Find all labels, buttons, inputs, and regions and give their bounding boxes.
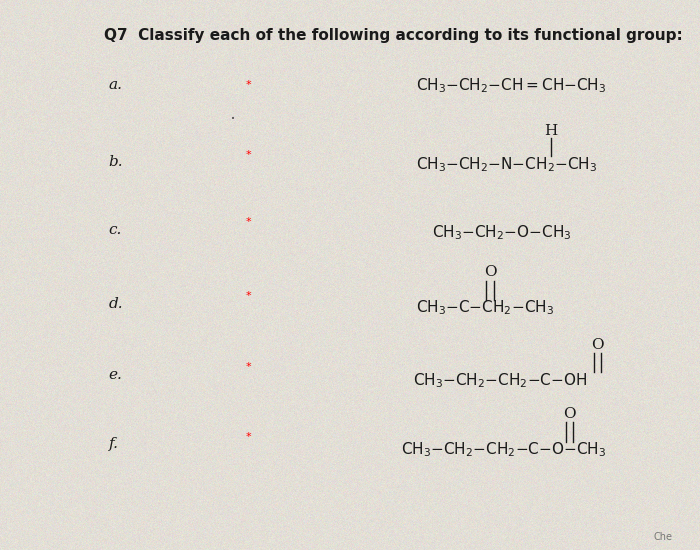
Text: *: *: [246, 291, 251, 301]
Text: $\mathregular{CH_3{-}CH_2{-}O{-}CH_3}$: $\mathregular{CH_3{-}CH_2{-}O{-}CH_3}$: [432, 223, 571, 242]
Text: c.: c.: [108, 223, 122, 237]
Text: Q7  Classify each of the following according to its functional group:: Q7 Classify each of the following accord…: [104, 28, 682, 43]
Text: Che: Che: [653, 532, 672, 542]
Text: *: *: [246, 362, 251, 372]
Text: a.: a.: [108, 78, 122, 92]
Text: O: O: [591, 338, 603, 352]
Text: $\mathregular{CH_3{-}CH_2{-}CH_2{-}C{-}O{-}CH_3}$: $\mathregular{CH_3{-}CH_2{-}CH_2{-}C{-}O…: [401, 441, 606, 459]
Text: O: O: [484, 265, 496, 279]
Text: H: H: [545, 124, 557, 138]
Text: *: *: [246, 432, 251, 442]
Text: *: *: [246, 217, 251, 227]
Text: *: *: [246, 150, 251, 160]
Text: $\mathregular{CH_3{-}CH_2{-}N{-}CH_2{-}CH_3}$: $\mathregular{CH_3{-}CH_2{-}N{-}CH_2{-}C…: [416, 156, 598, 174]
Text: e.: e.: [108, 368, 122, 382]
Text: *: *: [246, 80, 251, 90]
Text: f.: f.: [108, 437, 118, 452]
Text: •: •: [231, 117, 235, 122]
Text: d.: d.: [108, 296, 123, 311]
Text: b.: b.: [108, 155, 123, 169]
Text: $\mathregular{CH_3{-}CH_2{-}CH_2{-}C{-}OH}$: $\mathregular{CH_3{-}CH_2{-}CH_2{-}C{-}O…: [413, 371, 587, 390]
Text: $\mathregular{CH_3{-}C{-}CH_2{-}CH_3}$: $\mathregular{CH_3{-}C{-}CH_2{-}CH_3}$: [416, 299, 554, 317]
Text: O: O: [563, 407, 575, 421]
Text: $\mathregular{CH_3{-}CH_2{-}CH{=}CH{-}CH_3}$: $\mathregular{CH_3{-}CH_2{-}CH{=}CH{-}CH…: [416, 76, 607, 95]
